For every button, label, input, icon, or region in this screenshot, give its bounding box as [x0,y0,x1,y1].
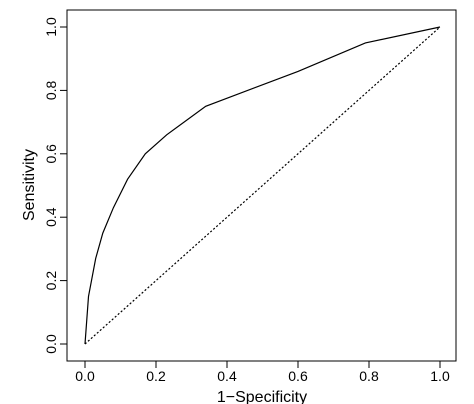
series-layer [84,26,441,345]
x-tick-label: 0.6 [288,368,308,384]
roc-curve-line [84,26,441,345]
y-tick-label: 0.6 [43,144,59,164]
y-tick-label: 1.0 [43,17,59,37]
x-axis: 0.0 0.2 0.4 0.6 0.8 1.0 [75,360,450,384]
y-tick-label: 0.0 [43,334,59,354]
y-axis: 0.0 0.2 0.4 0.6 0.8 1.0 [43,17,68,354]
reference-diagonal-line [84,26,441,345]
x-tick-label: 0.8 [359,368,379,384]
x-tick-label: 0.2 [146,368,166,384]
x-tick-label: 0.0 [75,368,95,384]
y-tick-label: 0.8 [43,80,59,100]
x-axis-title: 1−Specificity [217,389,307,404]
y-tick-label: 0.4 [43,207,59,227]
y-axis-title: Sensitivity [21,149,38,221]
x-tick-label: 1.0 [430,368,450,384]
y-tick-label: 0.2 [43,271,59,291]
x-tick-label: 0.4 [217,368,237,384]
